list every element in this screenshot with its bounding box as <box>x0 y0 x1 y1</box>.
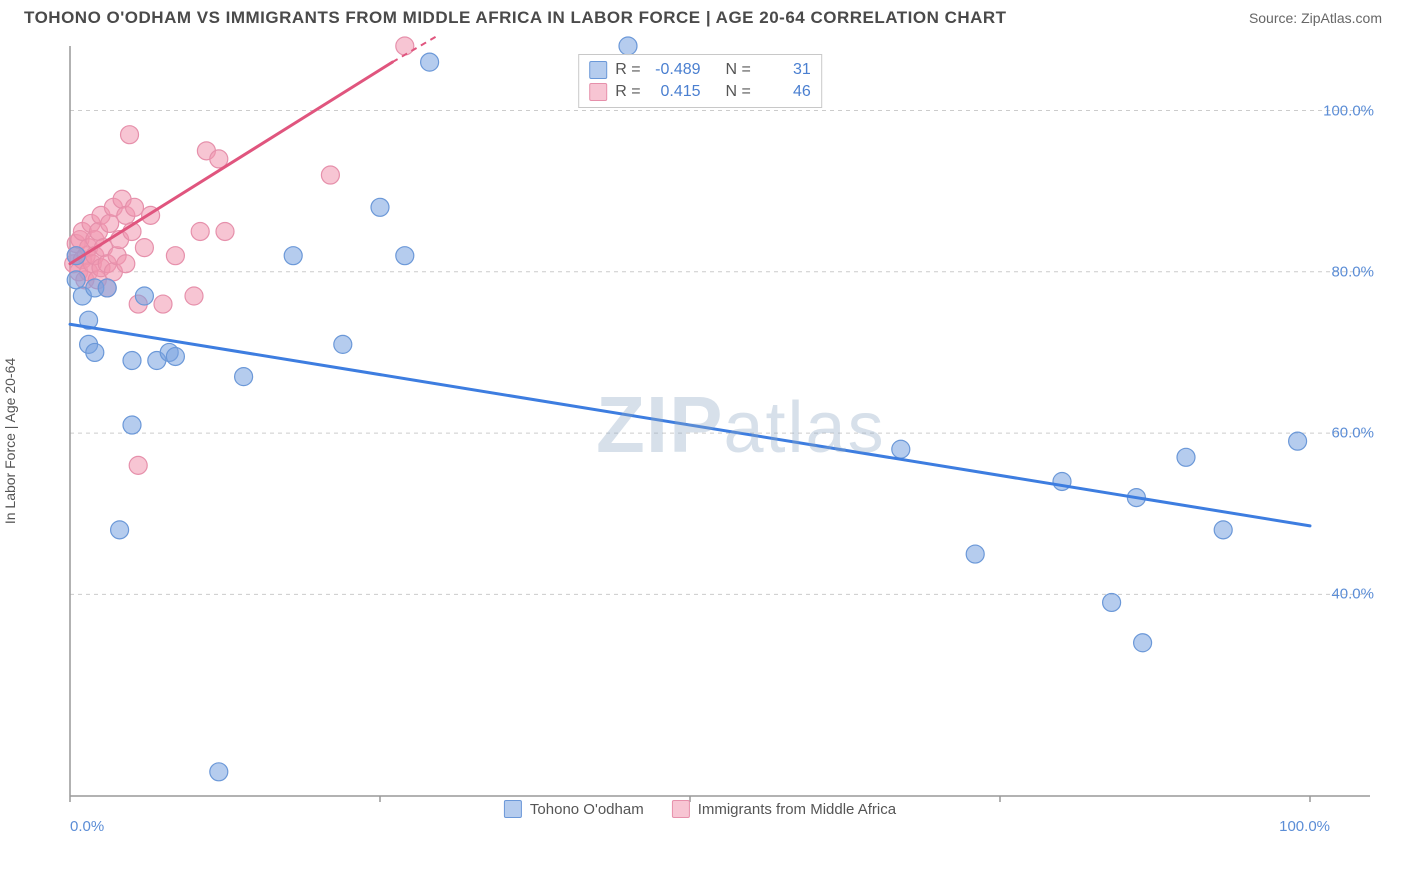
y-tick-label: 100.0% <box>1323 102 1374 119</box>
x-tick-label: 100.0% <box>1279 818 1330 835</box>
legend-item: Tohono O'odham <box>504 800 644 818</box>
chart-title: TOHONO O'ODHAM VS IMMIGRANTS FROM MIDDLE… <box>24 8 1007 28</box>
n-label: N = <box>725 61 750 79</box>
stats-box: R = -0.489 N = 31 R = 0.415 N = 46 <box>578 54 822 108</box>
r-label: R = <box>615 61 640 79</box>
n-label: N = <box>725 83 750 101</box>
legend-label: Immigrants from Middle Africa <box>698 801 896 818</box>
chart-container: In Labor Force | Age 20-64 40.0%60.0%80.… <box>20 36 1380 846</box>
y-tick-label: 60.0% <box>1331 425 1374 442</box>
n-value-2: 46 <box>759 83 811 101</box>
r-value-1: -0.489 <box>649 61 701 79</box>
legend-item: Immigrants from Middle Africa <box>672 800 896 818</box>
r-value-2: 0.415 <box>649 83 701 101</box>
legend-label: Tohono O'odham <box>530 801 644 818</box>
stats-row: R = 0.415 N = 46 <box>589 81 811 103</box>
y-tick-label: 80.0% <box>1331 263 1374 280</box>
stats-swatch-2 <box>589 83 607 101</box>
r-label: R = <box>615 83 640 101</box>
x-axis-ticks: 0.0% 100.0% <box>20 816 1380 835</box>
y-axis-label: In Labor Force | Age 20-64 <box>2 358 18 524</box>
legend-swatch <box>672 800 690 818</box>
x-tick-label: 0.0% <box>70 818 104 835</box>
stats-swatch-1 <box>589 61 607 79</box>
source-label: Source: ZipAtlas.com <box>1249 10 1382 26</box>
legend: Tohono O'odham Immigrants from Middle Af… <box>504 800 896 818</box>
scatter-plot <box>20 36 1380 816</box>
y-tick-label: 40.0% <box>1331 586 1374 603</box>
legend-swatch <box>504 800 522 818</box>
n-value-1: 31 <box>759 61 811 79</box>
stats-row: R = -0.489 N = 31 <box>589 59 811 81</box>
